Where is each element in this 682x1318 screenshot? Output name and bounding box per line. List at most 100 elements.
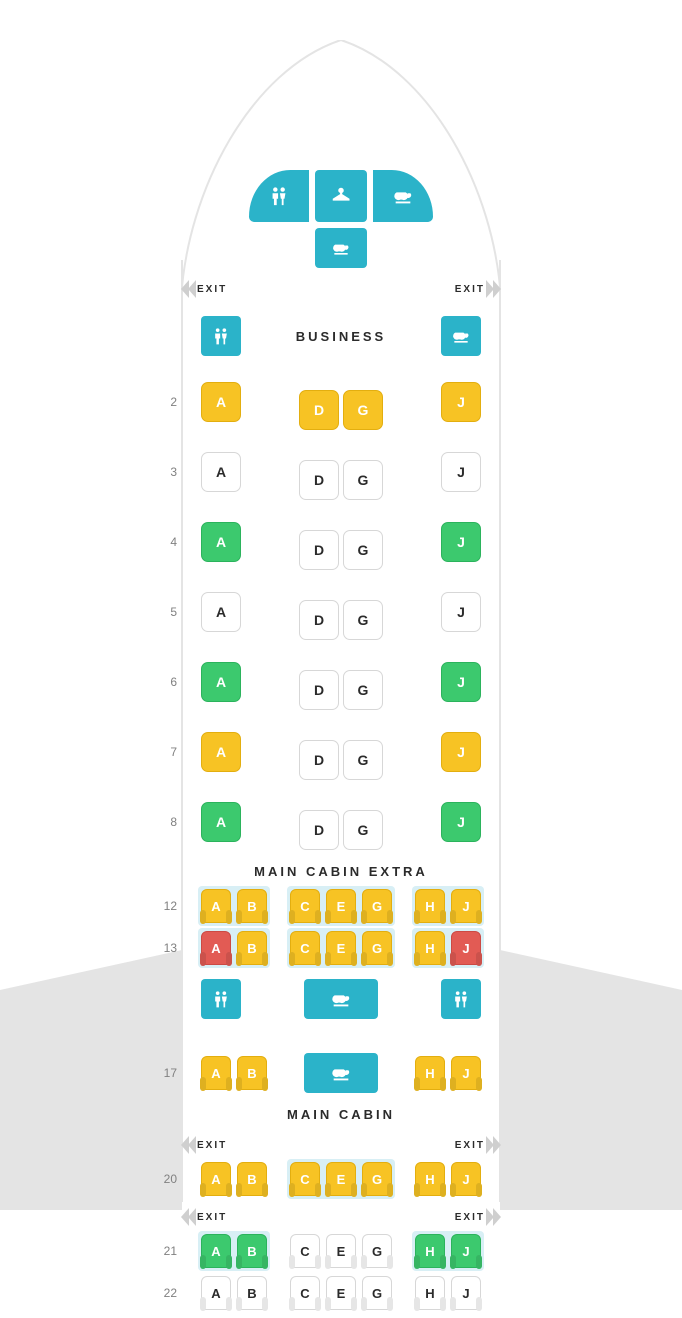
lavatory-panel (201, 316, 241, 356)
section-title: MAIN CABIN EXTRA (181, 864, 501, 879)
seat-C[interactable]: C (290, 931, 320, 965)
seat-B[interactable]: B (237, 1162, 267, 1196)
seat-J[interactable]: J (441, 382, 481, 422)
seat-G[interactable]: G (343, 390, 383, 430)
exit-row: EXIT EXIT (181, 276, 501, 302)
seat-E[interactable]: E (326, 889, 356, 923)
seat-B[interactable]: B (237, 1056, 267, 1090)
seat-J[interactable]: J (451, 1162, 481, 1196)
closet-panel (315, 170, 367, 222)
seat-H[interactable]: H (415, 1276, 445, 1310)
galley-icon (451, 326, 471, 346)
seat-B[interactable]: B (237, 1276, 267, 1310)
seat-G[interactable]: G (362, 931, 392, 965)
seat-G[interactable]: G (362, 1162, 392, 1196)
seat-B[interactable]: B (237, 1234, 267, 1268)
seat-C[interactable]: C (290, 889, 320, 923)
seat-D[interactable]: D (299, 670, 339, 710)
seat-J[interactable]: J (451, 889, 481, 923)
seat-row: 4ADGJ (181, 514, 501, 570)
row-number: 13 (155, 941, 177, 955)
seat-A[interactable]: A (201, 1234, 231, 1268)
seat-A[interactable]: A (201, 1276, 231, 1310)
seat-A[interactable]: A (201, 1056, 231, 1090)
seat-G[interactable]: G (343, 740, 383, 780)
seat-G[interactable]: G (362, 1234, 392, 1268)
seat-G[interactable]: G (362, 889, 392, 923)
seat-H[interactable]: H (415, 931, 445, 965)
nose-panels (181, 170, 501, 222)
galley-panel (304, 1053, 378, 1093)
seat-D[interactable]: D (299, 530, 339, 570)
row-number: 3 (155, 465, 177, 479)
seat-A[interactable]: A (201, 889, 231, 923)
seat-E[interactable]: E (326, 1162, 356, 1196)
seat-block: HJ (412, 1231, 484, 1271)
row-number: 4 (155, 535, 177, 549)
seat-C[interactable]: C (290, 1162, 320, 1196)
section-title: BUSINESS (296, 329, 386, 344)
lavatory-icon (211, 989, 231, 1009)
seat-E[interactable]: E (326, 1234, 356, 1268)
seat-H[interactable]: H (415, 889, 445, 923)
seat-J[interactable]: J (451, 931, 481, 965)
seat-G[interactable]: G (343, 460, 383, 500)
section-title: MAIN CABIN (181, 1107, 501, 1122)
seat-G[interactable]: G (343, 670, 383, 710)
seat-A[interactable]: A (201, 1162, 231, 1196)
wing-right (500, 950, 682, 1210)
seat-J[interactable]: J (451, 1276, 481, 1310)
exit-label-right: EXIT (455, 1136, 501, 1154)
mce-rows: 12ABCEGHJ13ABCEGHJ (181, 889, 501, 965)
seat-H[interactable]: H (415, 1056, 445, 1090)
galley-icon (330, 1062, 352, 1084)
seat-block: CEG (287, 928, 395, 968)
seat-D[interactable]: D (299, 810, 339, 850)
seat-B[interactable]: B (237, 931, 267, 965)
seat-block: HJ (412, 928, 484, 968)
galley-icon (331, 238, 351, 258)
seat-D[interactable]: D (299, 390, 339, 430)
lavatory-panel (201, 979, 241, 1019)
seat-J[interactable]: J (451, 1056, 481, 1090)
row-number: 5 (155, 605, 177, 619)
exit-label-right: EXIT (455, 1208, 501, 1226)
seat-J[interactable]: J (441, 522, 481, 562)
seat-A[interactable]: A (201, 732, 241, 772)
seat-C[interactable]: C (290, 1234, 320, 1268)
wing-left (0, 950, 182, 1210)
seat-A[interactable]: A (201, 382, 241, 422)
seat-J[interactable]: J (441, 802, 481, 842)
seat-H[interactable]: H (415, 1234, 445, 1268)
seat-A[interactable]: A (201, 452, 241, 492)
seat-A[interactable]: A (201, 662, 241, 702)
seat-block: CEG (287, 886, 395, 926)
seat-J[interactable]: J (441, 662, 481, 702)
seat-J[interactable]: J (441, 452, 481, 492)
seat-A[interactable]: A (201, 802, 241, 842)
cabin-content: EXIT EXIT BUSINESS 2ADGJ3ADGJ4ADGJ5ADGJ6… (181, 170, 501, 1318)
seat-D[interactable]: D (299, 600, 339, 640)
seat-A[interactable]: A (201, 931, 231, 965)
seat-block: AB (201, 1276, 267, 1310)
seat-block: HJ (415, 1056, 481, 1090)
seat-D[interactable]: D (299, 460, 339, 500)
seat-G[interactable]: G (362, 1276, 392, 1310)
seat-G[interactable]: G (343, 600, 383, 640)
seat-block: HJ (412, 886, 484, 926)
seat-A[interactable]: A (201, 522, 241, 562)
seat-E[interactable]: E (326, 1276, 356, 1310)
seat-G[interactable]: G (343, 530, 383, 570)
seat-A[interactable]: A (201, 592, 241, 632)
seat-D[interactable]: D (299, 740, 339, 780)
seat-block: AB (198, 1231, 270, 1271)
seat-G[interactable]: G (343, 810, 383, 850)
seat-E[interactable]: E (326, 931, 356, 965)
seat-J[interactable]: J (441, 592, 481, 632)
seat-J[interactable]: J (451, 1234, 481, 1268)
seat-C[interactable]: C (290, 1276, 320, 1310)
seat-B[interactable]: B (237, 889, 267, 923)
closet-icon (330, 185, 352, 207)
seat-J[interactable]: J (441, 732, 481, 772)
seat-H[interactable]: H (415, 1162, 445, 1196)
